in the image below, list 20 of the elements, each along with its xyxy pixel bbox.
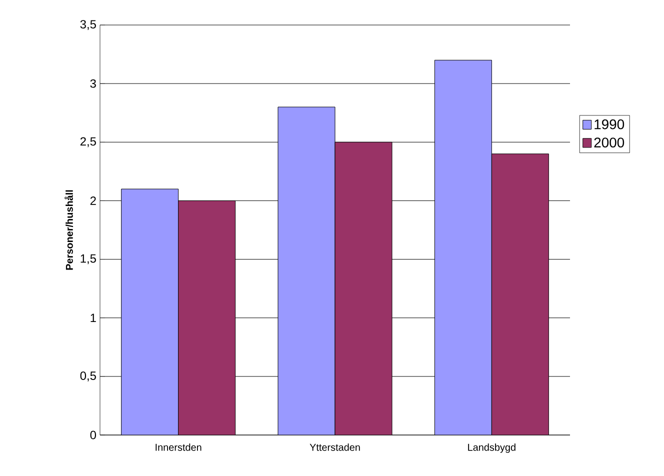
y-tick-label: 0 [90, 430, 96, 440]
legend-label: 1990 [594, 119, 624, 130]
y-tick-label: 0,5 [80, 371, 96, 382]
bar [334, 142, 392, 435]
bar [434, 60, 492, 435]
y-tick-label: 2 [90, 196, 96, 205]
x-tick-label: Ytterstaden [310, 444, 360, 451]
x-tick-label: Landsbygd [468, 444, 516, 453]
bar [178, 200, 236, 435]
y-tick-label: 2,5 [80, 137, 96, 148]
y-tick-label: 3 [90, 79, 96, 88]
bar [278, 106, 336, 435]
y-tick-label: 1,5 [80, 254, 96, 264]
y-axis-title: Personer/hushåll [64, 190, 74, 270]
y-tick-label: 1 [90, 314, 96, 322]
y-tick-label: 3,5 [80, 20, 96, 30]
legend-label: 2000 [594, 138, 624, 148]
x-tick-label: Innerstden [156, 444, 202, 451]
bar [491, 154, 549, 435]
bar [121, 188, 179, 435]
